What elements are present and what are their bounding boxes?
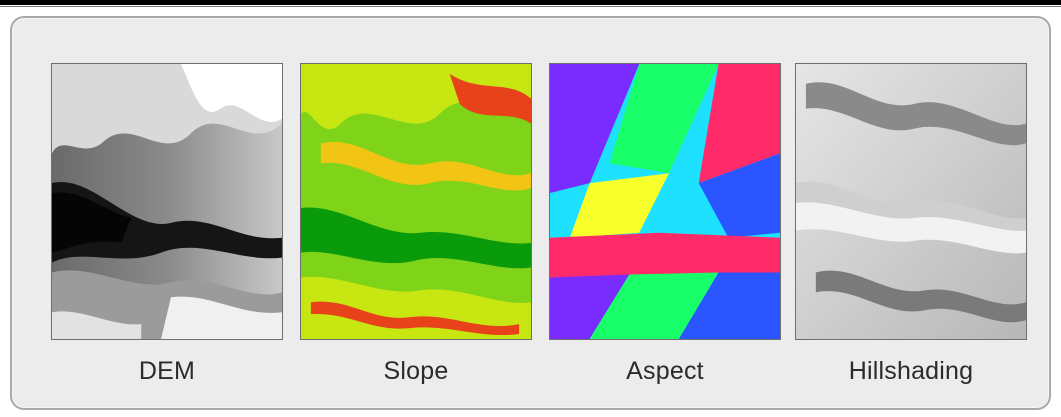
dem-image <box>51 63 283 340</box>
aspect-label: Aspect <box>626 357 704 385</box>
aspect-image <box>549 63 781 340</box>
hillshading-raster <box>796 64 1026 339</box>
aspect-raster <box>550 64 780 339</box>
dem-label: DEM <box>138 357 196 385</box>
dem-raster <box>52 64 282 339</box>
hillshading-label: Hillshading <box>848 357 974 385</box>
slope-raster <box>301 64 531 339</box>
top-border-rule <box>0 0 1061 7</box>
hillshading-image <box>795 63 1027 340</box>
slope-image <box>300 63 532 340</box>
slope-label: Slope <box>383 357 449 385</box>
